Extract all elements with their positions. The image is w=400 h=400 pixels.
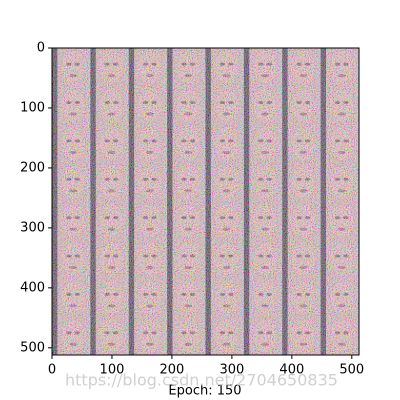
y-tick-label: 300 xyxy=(20,220,45,235)
x-tick-label: 500 xyxy=(339,363,364,378)
y-tick-label: 200 xyxy=(20,160,45,175)
axes-frame xyxy=(51,47,360,356)
y-tick-label: 400 xyxy=(20,280,45,295)
image-noise xyxy=(52,48,359,355)
x-axis-label: Epoch: 150 xyxy=(168,384,241,399)
y-tick-label: 100 xyxy=(20,100,45,115)
x-tick-label: 400 xyxy=(279,363,304,378)
x-tick-label: 100 xyxy=(100,363,125,378)
image-area xyxy=(52,48,359,355)
watermark: https://blog.csdn.net/2704650835 xyxy=(65,371,338,390)
x-tick-label: 200 xyxy=(160,363,185,378)
x-tick-label: 300 xyxy=(219,363,244,378)
x-tick-label: 0 xyxy=(48,363,56,378)
y-tick-label: 500 xyxy=(20,340,45,355)
y-tick-label: 0 xyxy=(37,41,45,56)
